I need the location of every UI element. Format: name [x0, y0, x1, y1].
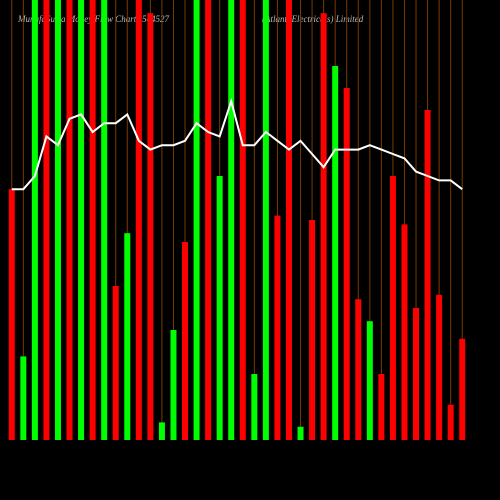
bar: [31, 0, 38, 440]
bar: [228, 0, 235, 440]
bar: [389, 176, 396, 440]
bar: [205, 0, 212, 440]
bar: [378, 374, 385, 440]
bar: [239, 0, 246, 440]
bar: [54, 0, 61, 440]
bar: [309, 220, 316, 440]
bar: [216, 176, 223, 440]
bar: [193, 0, 200, 440]
bar: [343, 88, 350, 440]
bar: [332, 66, 339, 440]
bar: [436, 294, 443, 440]
bar: [285, 0, 292, 440]
bar: [355, 299, 362, 440]
bar: [101, 0, 108, 440]
bar: [66, 0, 73, 440]
bar: [124, 233, 131, 440]
bar: [20, 356, 27, 440]
bar: [424, 110, 431, 440]
bar: [459, 338, 466, 440]
bar: [297, 426, 304, 440]
bar: [112, 286, 119, 440]
bar: [447, 404, 454, 440]
bar: [182, 242, 189, 440]
bar: [78, 0, 85, 440]
bar: [43, 0, 50, 440]
bar: [366, 321, 373, 440]
bar: [251, 374, 258, 440]
bar: [135, 0, 142, 440]
bar: [89, 0, 96, 440]
flow-line: [11, 97, 463, 191]
chart-subtitle: (AtlantaElectricals) Limited: [262, 14, 364, 24]
bar: [413, 308, 420, 440]
bar: [158, 422, 165, 440]
bar: [147, 13, 154, 440]
bar: [262, 0, 269, 440]
bar: [8, 189, 15, 440]
bar: [170, 330, 177, 440]
bar: [320, 13, 327, 440]
bar: [274, 215, 281, 440]
bar: [401, 224, 408, 440]
